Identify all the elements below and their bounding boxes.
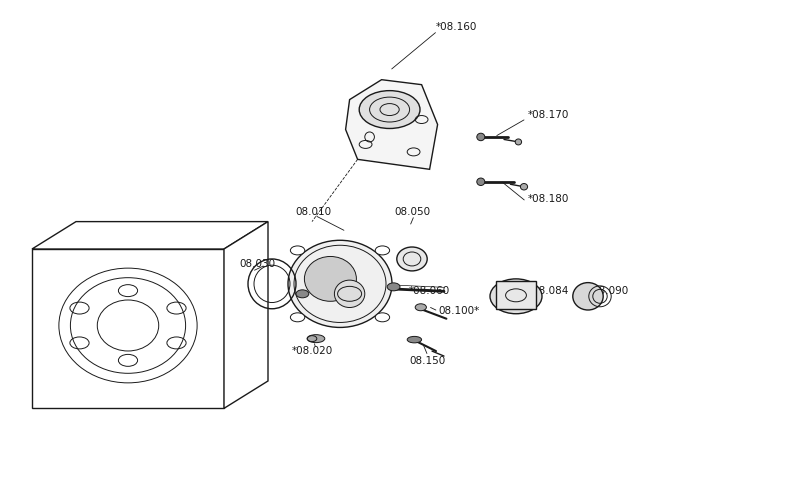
Ellipse shape (520, 183, 528, 190)
Ellipse shape (490, 279, 542, 314)
Text: *08.020: *08.020 (292, 346, 334, 356)
Text: 08.030: 08.030 (240, 259, 276, 269)
Ellipse shape (307, 335, 325, 343)
Ellipse shape (515, 139, 522, 145)
Text: *08.170: *08.170 (528, 110, 570, 120)
Text: *08.090: *08.090 (588, 286, 630, 296)
FancyBboxPatch shape (496, 281, 536, 309)
Circle shape (375, 246, 390, 255)
Text: 08.100*: 08.100* (438, 306, 480, 316)
Text: *08.180: *08.180 (528, 194, 570, 204)
Text: 08.010: 08.010 (295, 207, 332, 217)
Circle shape (359, 91, 420, 128)
Polygon shape (32, 249, 224, 408)
Circle shape (387, 283, 400, 291)
Ellipse shape (477, 178, 485, 186)
Circle shape (375, 313, 390, 322)
Text: *08.160: *08.160 (436, 22, 478, 32)
Text: 08.150: 08.150 (410, 356, 446, 366)
Ellipse shape (573, 283, 603, 310)
Circle shape (290, 246, 305, 255)
Text: *08.060: *08.060 (409, 286, 450, 296)
Circle shape (415, 304, 426, 311)
Ellipse shape (477, 133, 485, 141)
Circle shape (296, 290, 309, 298)
Polygon shape (224, 222, 268, 408)
Text: *08.040: *08.040 (292, 274, 334, 284)
Circle shape (290, 313, 305, 322)
Polygon shape (346, 80, 438, 169)
Text: 08.050: 08.050 (394, 207, 430, 217)
Ellipse shape (334, 280, 365, 307)
Ellipse shape (304, 256, 357, 301)
Ellipse shape (397, 247, 427, 271)
Text: *08.084: *08.084 (528, 286, 570, 296)
Ellipse shape (288, 240, 392, 328)
Ellipse shape (407, 337, 422, 343)
Polygon shape (32, 222, 268, 249)
